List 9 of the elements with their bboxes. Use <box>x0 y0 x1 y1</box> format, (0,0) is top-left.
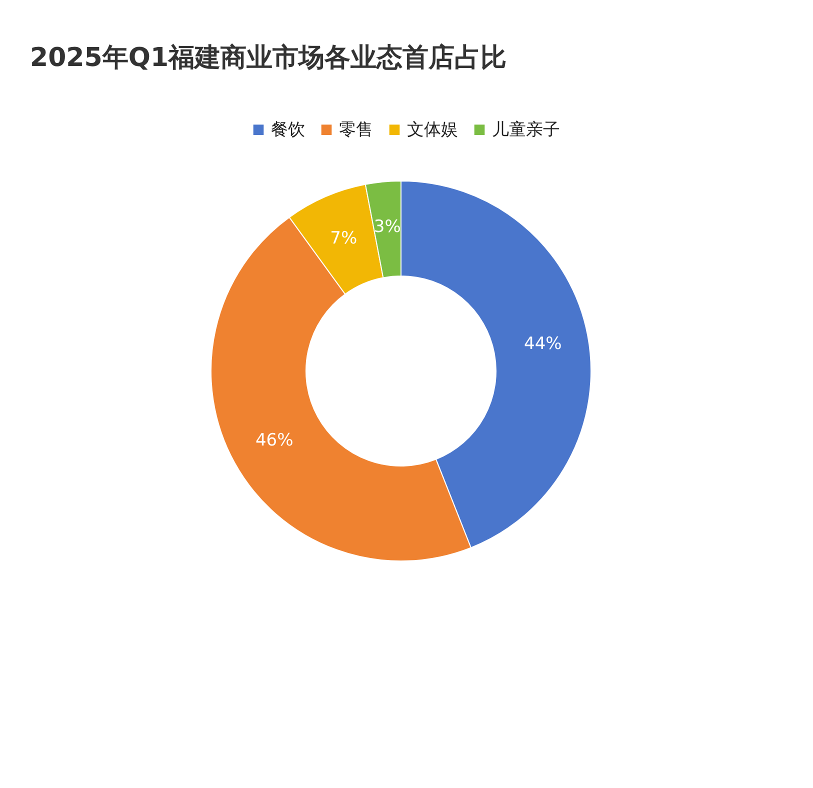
data-label: 3% <box>374 217 401 238</box>
legend-label: 餐饮 <box>271 120 305 140</box>
data-label: 46% <box>255 430 294 451</box>
legend-label: 零售 <box>339 120 373 140</box>
legend-label: 文体娱 <box>407 120 458 140</box>
data-label: 7% <box>330 228 358 248</box>
data-label: 44% <box>524 334 562 354</box>
legend-label: 儿童亲子 <box>492 120 560 140</box>
chart-title: 2025年Q1福建商业市场各业态首店占比 <box>30 43 507 73</box>
